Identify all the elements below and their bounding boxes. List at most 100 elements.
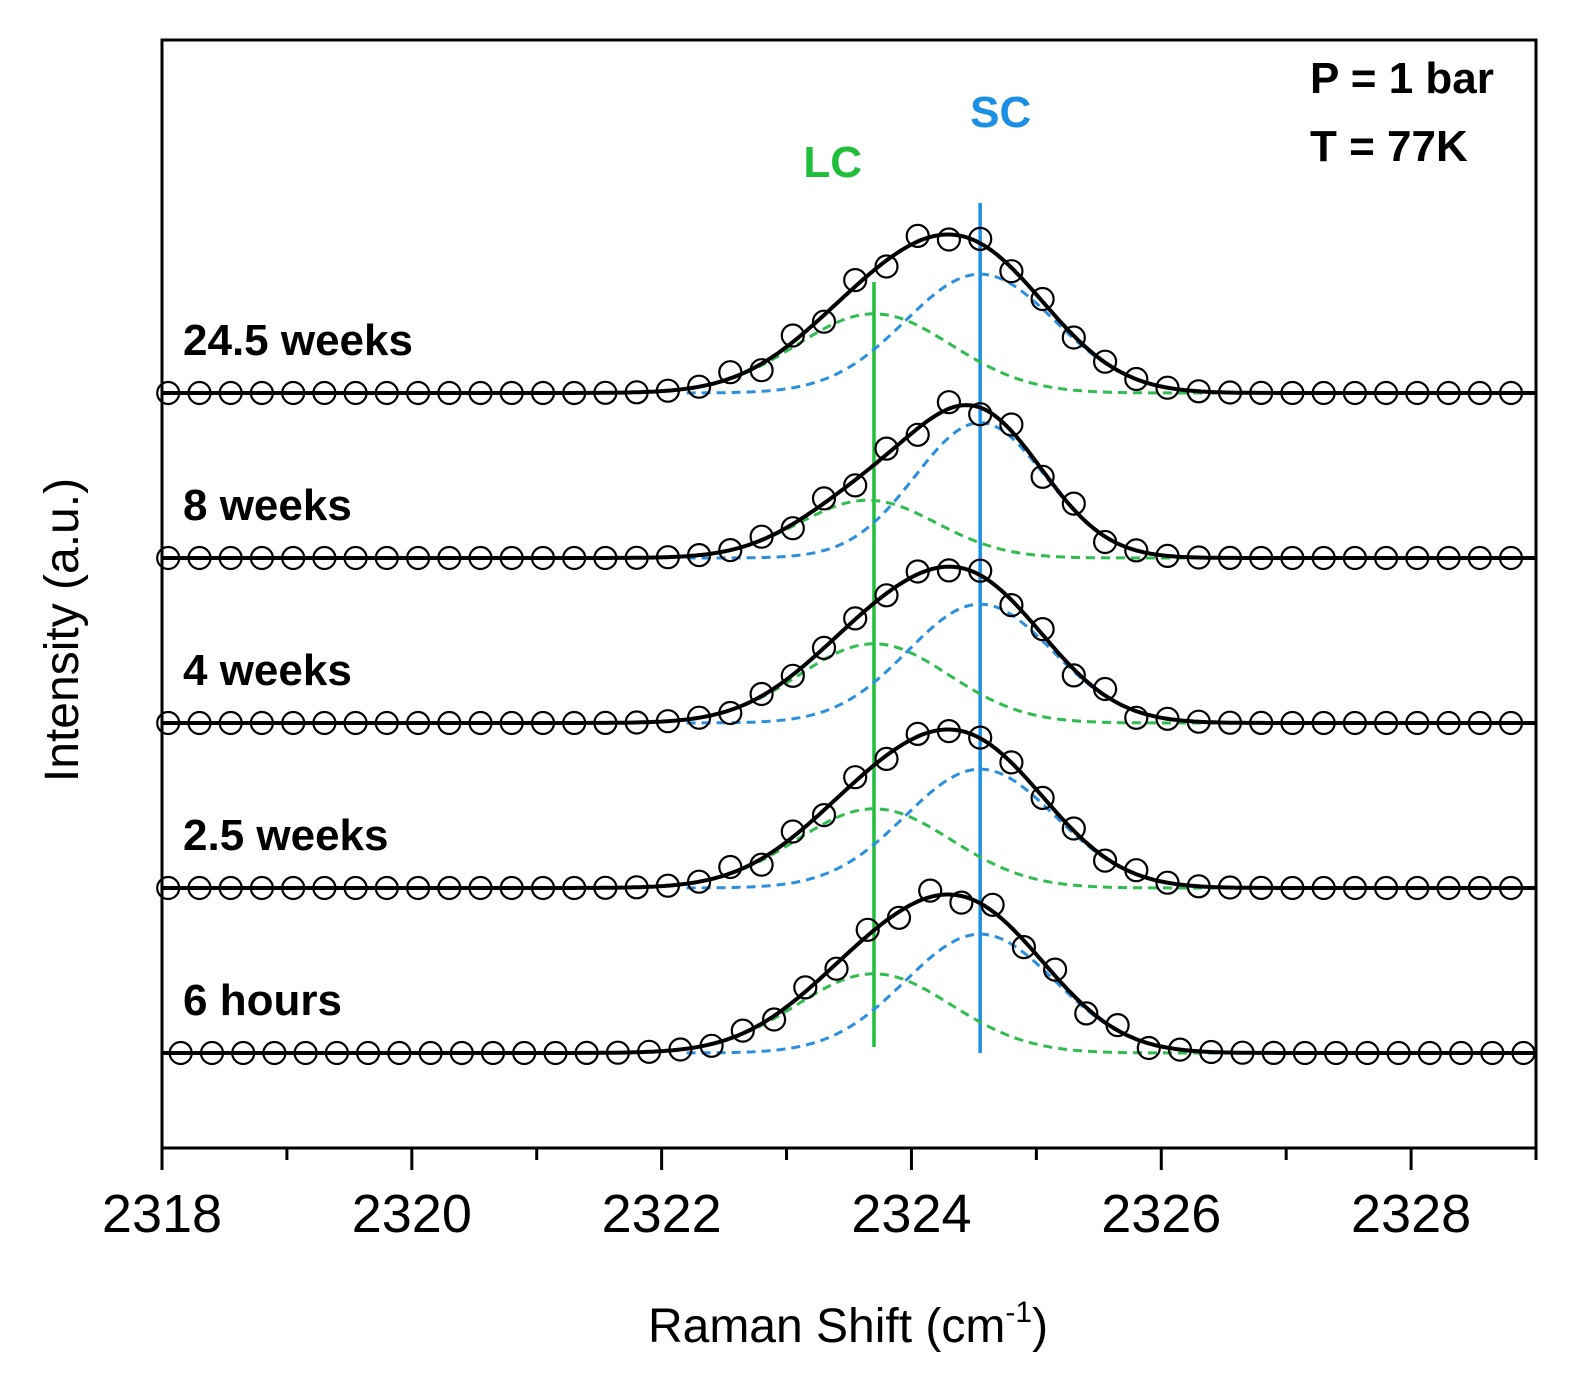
x-axis-ticks: 2318 2320 2322 2324 2326 2328	[102, 1148, 1538, 1244]
data-point	[1061, 325, 1086, 350]
data-point	[1124, 538, 1149, 563]
data-point	[1498, 380, 1524, 406]
data-point	[1042, 957, 1068, 982]
data-point	[387, 1040, 412, 1066]
data-point	[1261, 1040, 1286, 1066]
data-point	[1030, 464, 1055, 489]
data-point	[593, 545, 618, 571]
series-24-5-weeks: 24.5 weeks	[156, 223, 1536, 406]
data-point	[499, 710, 524, 736]
data-point	[1092, 848, 1118, 873]
lc-component-curve	[686, 972, 1262, 1055]
data-point	[187, 710, 212, 736]
sc-component-curve	[686, 272, 1262, 395]
data-point	[1467, 710, 1492, 736]
data-point	[905, 559, 930, 584]
data-point	[1436, 710, 1461, 736]
data-point	[636, 1039, 662, 1064]
data-point	[1124, 705, 1149, 730]
data-point	[343, 875, 368, 901]
data-point	[1280, 545, 1305, 571]
data-point	[499, 380, 524, 406]
data-point	[718, 537, 743, 563]
data-point	[249, 380, 274, 406]
data-point	[543, 1040, 568, 1066]
data-point	[499, 875, 524, 901]
data-point	[1249, 710, 1274, 736]
data-point	[437, 875, 462, 901]
data-point	[1249, 545, 1274, 571]
data-point	[312, 380, 337, 406]
data-point	[686, 374, 712, 399]
data-point	[406, 875, 431, 901]
data-point	[281, 380, 306, 406]
data-point	[905, 223, 930, 248]
x-tick-label: 2326	[1101, 1184, 1221, 1244]
data-point	[1436, 545, 1461, 571]
data-point	[1030, 286, 1055, 312]
data-point	[1011, 934, 1037, 960]
data-point	[968, 226, 993, 251]
series-label: 2.5 weeks	[183, 811, 389, 860]
data-point	[293, 1040, 318, 1066]
y-axis-title: Intensity (a.u.)	[36, 478, 89, 782]
data-point	[406, 710, 431, 736]
data-point	[1280, 380, 1305, 406]
data-point	[749, 358, 774, 383]
data-point	[1405, 710, 1430, 736]
series-label: 6 hours	[183, 976, 342, 1025]
data-point	[249, 875, 274, 901]
data-point	[1373, 380, 1399, 406]
x-tick-label: 2320	[352, 1184, 472, 1244]
data-point	[1092, 676, 1118, 702]
data-point	[1280, 875, 1305, 901]
fit-curve	[162, 403, 1536, 560]
data-point	[843, 473, 868, 498]
data-point	[905, 422, 930, 447]
data-point	[406, 380, 431, 406]
data-point	[1092, 349, 1118, 374]
data-point	[156, 875, 181, 901]
data-point	[999, 592, 1024, 618]
plot-data-layer: 6 hours 2.5 weeks 4 weeks 8 weeks 24.5 weeks…	[156, 88, 1536, 1066]
data-point	[793, 975, 818, 1000]
data-point	[1092, 529, 1118, 555]
data-point	[811, 309, 837, 334]
data-point	[562, 545, 587, 571]
data-point	[699, 1033, 724, 1058]
data-point	[168, 1040, 193, 1066]
data-point	[324, 1040, 349, 1066]
data-point	[624, 380, 649, 405]
data-point	[655, 709, 681, 734]
sc-component-curve	[686, 767, 1262, 890]
data-point	[730, 1018, 755, 1043]
data-point	[374, 545, 399, 571]
data-point	[418, 1040, 443, 1066]
fit-curve	[162, 727, 1536, 890]
data-point	[1199, 1039, 1224, 1065]
data-point	[968, 725, 993, 750]
data-point	[999, 750, 1024, 775]
data-point	[156, 710, 181, 736]
data-point	[343, 380, 368, 406]
data-point	[1061, 663, 1086, 688]
fit-curve	[162, 564, 1536, 725]
data-point	[655, 873, 681, 898]
data-point	[668, 1037, 693, 1062]
data-point	[811, 802, 837, 828]
data-point	[936, 718, 962, 744]
data-point	[1105, 1012, 1130, 1038]
data-point	[199, 1040, 225, 1066]
data-point	[530, 380, 556, 406]
x-tick-label: 2328	[1351, 1184, 1471, 1244]
data-point	[468, 545, 493, 571]
data-point	[1155, 543, 1180, 569]
data-point	[1311, 545, 1336, 571]
data-point	[437, 710, 462, 736]
data-point	[874, 746, 899, 772]
data-point	[1186, 874, 1211, 899]
x-axis-title-main: Raman Shift (cm	[648, 1300, 1005, 1353]
lc-label: LC	[803, 138, 862, 187]
data-point	[780, 819, 805, 844]
data-point	[218, 875, 243, 901]
